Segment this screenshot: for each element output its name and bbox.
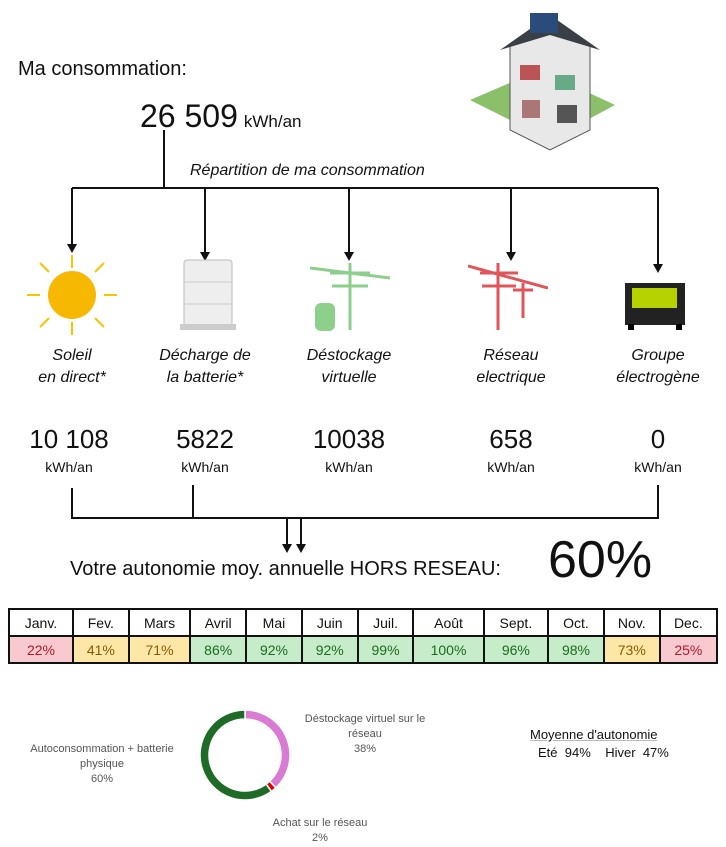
month-header: Août (412, 608, 485, 637)
month-value-row: 22% 41% 71% 86% 92% 92% 99% 100% 96% 98% 73% 25% (8, 635, 719, 664)
month-value: 71% (127, 635, 192, 664)
total-unit: kWh/an (243, 112, 302, 131)
label-autoconsommation: Autoconsommation + batterie physique 60% (30, 743, 174, 785)
donut-slice (199, 709, 273, 801)
winter-value: 47% (642, 745, 669, 760)
red-pylon-icon (468, 263, 548, 330)
month-header: Mars (127, 608, 192, 637)
month-value: 100% (412, 635, 485, 664)
autonomy-value: 60% (548, 531, 653, 589)
month-header: Juil. (356, 608, 415, 637)
source-label: Déstockage virtuelle (306, 347, 392, 386)
total-consumption: 26 509 kWh/an (140, 98, 302, 135)
month-value: 99% (356, 635, 415, 664)
month-header: Mai (245, 608, 303, 637)
month-header: Fev. (71, 608, 130, 637)
label-destockage: Déstockage virtuel sur le réseau 38% (304, 713, 426, 755)
monthly-autonomy-table: Janv. Fev. Mars Avril Mai Juin Juil. Août Sept. O… (8, 608, 719, 664)
month-value: 96% (482, 635, 550, 664)
month-value: 86% (189, 635, 248, 664)
month-header-row: Janv. Fev. Mars Avril Mai Juin Juil. Août Sept. O… (8, 608, 719, 637)
source-value: 10038 kWh/an (312, 424, 386, 475)
battery-icon (180, 259, 236, 330)
source-value: 0 kWh/an (634, 424, 682, 475)
month-header: Juin (300, 608, 359, 637)
month-header: Oct. (547, 608, 605, 637)
label-achat: Achat sur le réseau 2% (272, 817, 368, 844)
month-value: 98% (547, 635, 605, 664)
repartition-label: Répartition de ma consommation (190, 162, 425, 179)
source-value: 5822 kWh/an (176, 424, 234, 475)
month-header: Avril (189, 608, 248, 637)
month-header: Dec. (658, 608, 719, 637)
total-value: 26 509 (140, 98, 238, 134)
green-pylon-icon (310, 263, 390, 331)
winter-label: Hiver (605, 745, 636, 760)
month-header: Sept. (482, 608, 550, 637)
page-title: Ma consommation: (18, 58, 187, 80)
donut-chart (199, 709, 291, 801)
summer-label: Eté (538, 745, 558, 760)
source-label: Soleil en direct* (38, 347, 106, 386)
flow-lines (67, 130, 663, 553)
month-value: 22% (8, 635, 74, 664)
month-value: 92% (300, 635, 359, 664)
month-header: Janv. (8, 608, 74, 637)
autonomy-label: Votre autonomie moy. annuelle HORS RESEA… (70, 558, 501, 580)
month-value: 41% (71, 635, 130, 664)
source-label: Décharge de la batterie* (159, 347, 251, 386)
average-autonomy: Moyenne d'autonomie Eté 94% Hiver 47% (530, 727, 669, 760)
month-value: 92% (245, 635, 303, 664)
month-header: Nov. (602, 608, 661, 637)
source-label: Groupe électrogène (616, 347, 700, 386)
source-value: 10 108 kWh/an (29, 424, 109, 475)
house-icon (470, 13, 615, 151)
month-value: 25% (658, 635, 719, 664)
month-value: 73% (602, 635, 661, 664)
summer-value: 94% (564, 745, 591, 760)
sun-icon (27, 255, 117, 335)
donut-slice (244, 709, 291, 789)
source-value: 658 kWh/an (487, 424, 535, 475)
generator-icon (625, 283, 685, 330)
average-title: Moyenne d'autonomie (530, 727, 658, 742)
source-label: Réseau electrique (476, 347, 546, 386)
